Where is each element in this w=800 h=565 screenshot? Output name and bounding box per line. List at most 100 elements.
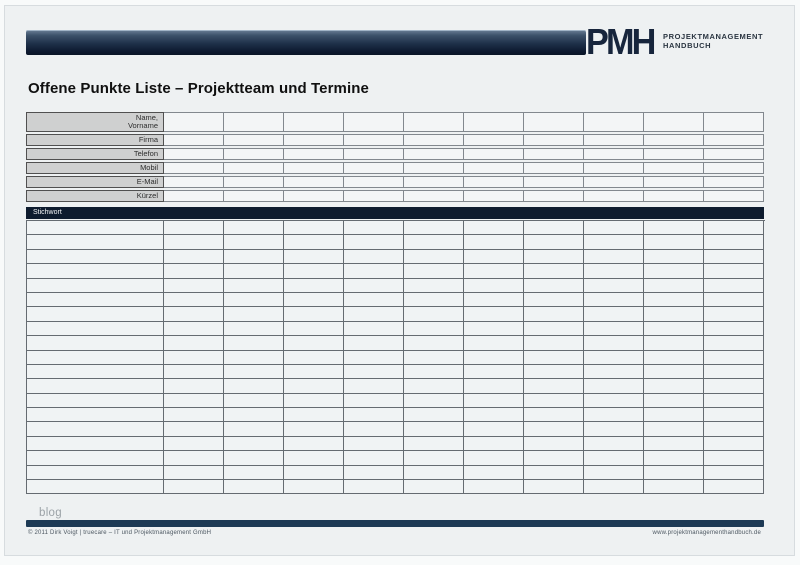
grid-cell[interactable] [704,436,764,452]
contact-input-cell[interactable] [524,148,584,160]
grid-cell[interactable] [644,307,704,322]
grid-cell[interactable] [404,321,464,337]
grid-cell[interactable] [224,307,284,322]
grid-cell[interactable] [464,436,524,452]
grid-cell[interactable] [584,221,644,236]
grid-cell[interactable] [704,307,764,322]
grid-cell[interactable] [284,292,344,308]
grid-cell[interactable] [524,235,584,250]
grid-cell[interactable] [704,451,764,466]
grid-cell[interactable] [584,408,644,423]
grid-cell[interactable] [284,451,344,466]
grid-cell[interactable] [704,221,764,236]
contact-input-cell[interactable] [164,176,224,188]
grid-cell[interactable] [404,451,464,466]
grid-cell[interactable] [404,350,464,365]
grid-cell[interactable] [224,336,284,351]
contact-input-cell[interactable] [224,112,284,132]
grid-cell[interactable] [464,422,524,437]
grid-cell[interactable] [224,264,284,279]
grid-cell[interactable] [584,350,644,365]
grid-cell[interactable] [344,364,404,380]
contact-input-cell[interactable] [164,148,224,160]
grid-cell[interactable] [464,451,524,466]
grid-cell[interactable] [584,451,644,466]
contact-input-cell[interactable] [584,112,644,132]
grid-cell[interactable] [164,408,224,423]
grid-cell[interactable] [644,480,704,495]
grid-cell[interactable] [404,278,464,293]
grid-cell[interactable] [524,364,584,380]
grid-cell[interactable] [704,364,764,380]
grid-cell[interactable] [584,422,644,437]
grid-cell[interactable] [164,249,224,265]
grid-cell[interactable] [704,235,764,250]
grid-cell[interactable] [404,364,464,380]
grid-cell[interactable] [404,379,464,394]
contact-input-cell[interactable] [584,190,644,202]
grid-cell[interactable] [644,465,704,481]
grid-cell[interactable] [584,235,644,250]
grid-cell[interactable] [404,422,464,437]
grid-cell[interactable] [284,379,344,394]
contact-input-cell[interactable] [704,190,764,202]
grid-cell[interactable] [584,292,644,308]
contact-input-cell[interactable] [584,134,644,146]
contact-input-cell[interactable] [164,190,224,202]
grid-cell[interactable] [284,350,344,365]
grid-cell[interactable] [584,278,644,293]
grid-cell[interactable] [524,422,584,437]
grid-cell[interactable] [584,379,644,394]
grid-cell[interactable] [224,422,284,437]
contact-input-cell[interactable] [464,176,524,188]
grid-cell[interactable] [344,249,404,265]
grid-cell[interactable] [524,221,584,236]
contact-input-cell[interactable] [404,148,464,160]
contact-input-cell[interactable] [704,162,764,174]
contact-input-cell[interactable] [524,112,584,132]
grid-cell[interactable] [404,292,464,308]
grid-cell[interactable] [27,350,164,365]
grid-cell[interactable] [224,480,284,495]
contact-input-cell[interactable] [284,190,344,202]
grid-cell[interactable] [644,321,704,337]
grid-cell[interactable] [644,436,704,452]
grid-cell[interactable] [27,436,164,452]
grid-cell[interactable] [404,393,464,409]
grid-cell[interactable] [27,393,164,409]
grid-cell[interactable] [464,465,524,481]
contact-input-cell[interactable] [704,176,764,188]
grid-cell[interactable] [704,336,764,351]
grid-cell[interactable] [284,336,344,351]
contact-input-cell[interactable] [224,190,284,202]
grid-cell[interactable] [524,307,584,322]
grid-cell[interactable] [584,480,644,495]
contact-input-cell[interactable] [284,148,344,160]
contact-input-cell[interactable] [284,176,344,188]
grid-cell[interactable] [524,292,584,308]
grid-cell[interactable] [224,350,284,365]
grid-cell[interactable] [584,321,644,337]
grid-cell[interactable] [344,336,404,351]
grid-cell[interactable] [644,364,704,380]
grid-cell[interactable] [704,249,764,265]
grid-cell[interactable] [704,321,764,337]
grid-cell[interactable] [584,393,644,409]
contact-input-cell[interactable] [644,148,704,160]
grid-cell[interactable] [224,249,284,265]
contact-input-cell[interactable] [404,134,464,146]
grid-cell[interactable] [164,278,224,293]
contact-input-cell[interactable] [464,162,524,174]
grid-cell[interactable] [344,292,404,308]
grid-cell[interactable] [27,465,164,481]
grid-cell[interactable] [404,408,464,423]
grid-cell[interactable] [524,350,584,365]
grid-cell[interactable] [704,422,764,437]
contact-input-cell[interactable] [404,162,464,174]
grid-cell[interactable] [404,480,464,495]
grid-cell[interactable] [284,321,344,337]
grid-cell[interactable] [224,436,284,452]
grid-cell[interactable] [284,465,344,481]
contact-input-cell[interactable] [644,162,704,174]
grid-cell[interactable] [524,408,584,423]
